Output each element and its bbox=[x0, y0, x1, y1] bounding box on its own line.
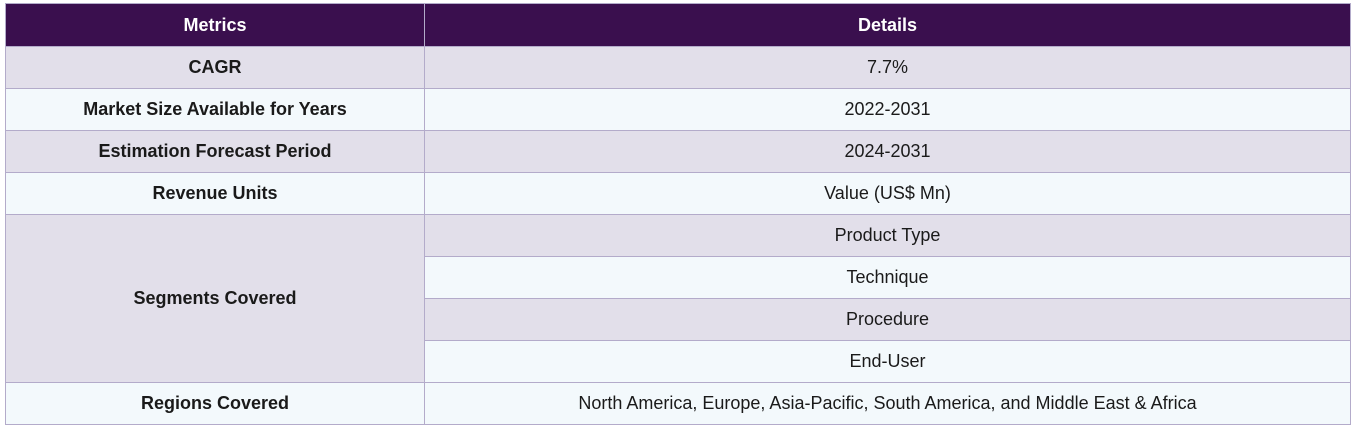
table-row: Regions Covered North America, Europe, As… bbox=[5, 382, 1351, 425]
table-header: Metrics Details bbox=[5, 3, 1351, 47]
detail-cell: Product Type bbox=[424, 214, 1351, 257]
detail-cell: 2024-2031 bbox=[424, 130, 1351, 173]
detail-cell: Value (US$ Mn) bbox=[424, 172, 1351, 215]
detail-cell: Technique bbox=[424, 256, 1351, 299]
table-row: Revenue Units Value (US$ Mn) bbox=[5, 172, 1351, 215]
header-cell: Metrics bbox=[5, 3, 425, 47]
header-cell: Details bbox=[424, 3, 1351, 47]
header-row: Metrics Details bbox=[5, 3, 1351, 47]
table-body: CAGR 7.7% Market Size Available for Years 2… bbox=[5, 46, 1351, 425]
metric-cell: Estimation Forecast Period bbox=[5, 130, 425, 173]
table-row: Technique bbox=[6, 256, 1351, 299]
metric-cell: CAGR bbox=[5, 46, 425, 89]
metrics-table: Metrics Details CAGR 7.7% Market Size Avai… bbox=[5, 3, 1351, 425]
detail-cell: 2022-2031 bbox=[424, 88, 1351, 131]
detail-cell: 7.7% bbox=[424, 46, 1351, 89]
metric-cell: Segments Covered bbox=[5, 214, 425, 383]
metric-cell: Regions Covered bbox=[5, 382, 425, 425]
table-row: Estimation Forecast Period 2024-2031 bbox=[5, 130, 1351, 173]
detail-cell: North America, Europe, Asia-Pacific, Sou… bbox=[424, 382, 1351, 425]
table-row: Procedure bbox=[6, 298, 1351, 341]
detail-cell: Procedure bbox=[424, 298, 1351, 341]
table-row: Segments Covered Product Type bbox=[5, 214, 1351, 383]
table-row: CAGR 7.7% bbox=[5, 46, 1351, 89]
metric-cell: Market Size Available for Years bbox=[5, 88, 425, 131]
table-row: Market Size Available for Years 2022-2031 bbox=[5, 88, 1351, 131]
metric-cell: Revenue Units bbox=[5, 172, 425, 215]
detail-cell: End-User bbox=[424, 340, 1351, 383]
